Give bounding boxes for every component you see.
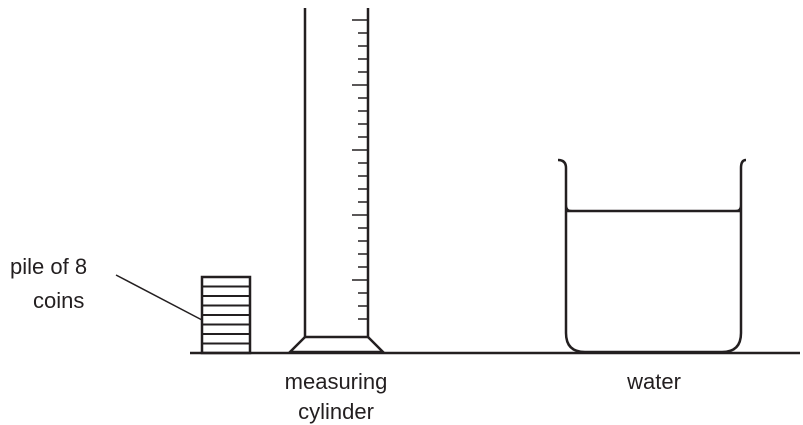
coins-label-line1: pile of 8 — [10, 254, 87, 279]
beaker-label: water — [626, 369, 681, 394]
beaker-outline — [557, 158, 747, 354]
coin-dividers — [202, 285, 250, 345]
cylinder-label-line1: measuring — [285, 369, 388, 394]
coins-label-line2: coins — [33, 288, 84, 313]
coin-label-leader — [115, 274, 203, 321]
cylinder-scale-ticks — [352, 19, 368, 320]
beaker — [557, 158, 747, 354]
water-meniscus-right — [734, 204, 742, 212]
measuring-cylinder — [286, 8, 387, 354]
cylinder-foot — [286, 336, 387, 354]
coin-pile — [200, 275, 252, 355]
cylinder-label-line2: cylinder — [298, 399, 374, 424]
water-meniscus-left — [565, 204, 573, 212]
